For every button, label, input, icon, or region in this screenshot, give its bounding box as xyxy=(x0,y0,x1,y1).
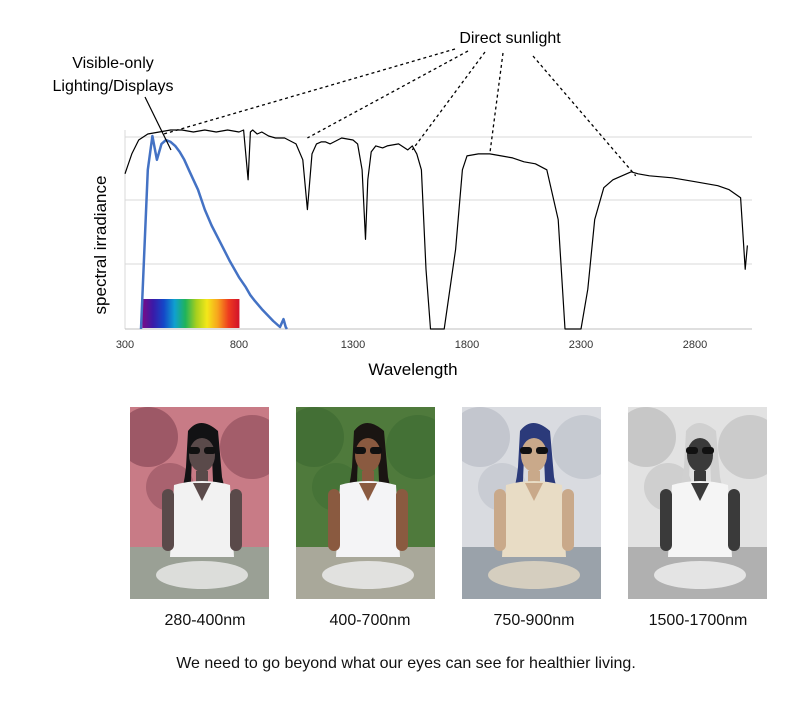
footer-text: We need to go beyond what our eyes can s… xyxy=(176,655,636,672)
sunlight-annotation-leader xyxy=(532,55,637,177)
photo-uv xyxy=(130,407,269,599)
x-tick-label: 800 xyxy=(230,339,248,351)
sunlight-annotation-leader xyxy=(411,51,486,151)
photo-caption: 750-900nm xyxy=(493,612,575,629)
photo-visible xyxy=(296,407,435,599)
photo-caption: 280-400nm xyxy=(164,612,246,629)
x-axis-ticks: 300 800 1300 1800 2300 2800 xyxy=(116,339,707,351)
visible-spectrum-bar xyxy=(142,299,240,328)
sunlight-annotation-leader xyxy=(307,50,469,139)
visible-annotation-label-line: Lighting/Displays xyxy=(53,78,174,95)
annotations: Visible-only Lighting/Displays Direct sunl… xyxy=(53,30,637,177)
visible-spectrum-gradient xyxy=(142,299,240,328)
x-tick-label: 300 xyxy=(116,339,134,351)
photo-caption: 1500-1700nm xyxy=(648,612,748,629)
spectral-irradiance-chart: 300 800 1300 1800 2300 2800 Visible-only Light… xyxy=(53,30,752,379)
photo-swir xyxy=(628,407,767,599)
visible-series-line xyxy=(139,134,288,330)
x-tick-label: 2800 xyxy=(683,339,707,351)
y-axis-label: spectral irradiance xyxy=(91,176,110,315)
sunlight-annotation-leader xyxy=(163,48,456,135)
visible-annotation-label-line: Visible-only xyxy=(72,55,154,72)
photo-nir xyxy=(462,407,601,599)
sunlight-annotation-leader xyxy=(489,52,504,154)
chart-series xyxy=(124,129,748,330)
photo-caption: 400-700nm xyxy=(329,612,411,629)
x-tick-label: 1800 xyxy=(455,339,479,351)
x-tick-label: 2300 xyxy=(569,339,593,351)
sunlight-annotation-label: Direct sunlight xyxy=(459,30,561,47)
x-axis-label: Wavelength xyxy=(368,360,457,379)
visible-annotation-leader xyxy=(144,96,172,151)
x-tick-label: 1300 xyxy=(341,339,365,351)
sunlight-series-line xyxy=(124,129,748,330)
